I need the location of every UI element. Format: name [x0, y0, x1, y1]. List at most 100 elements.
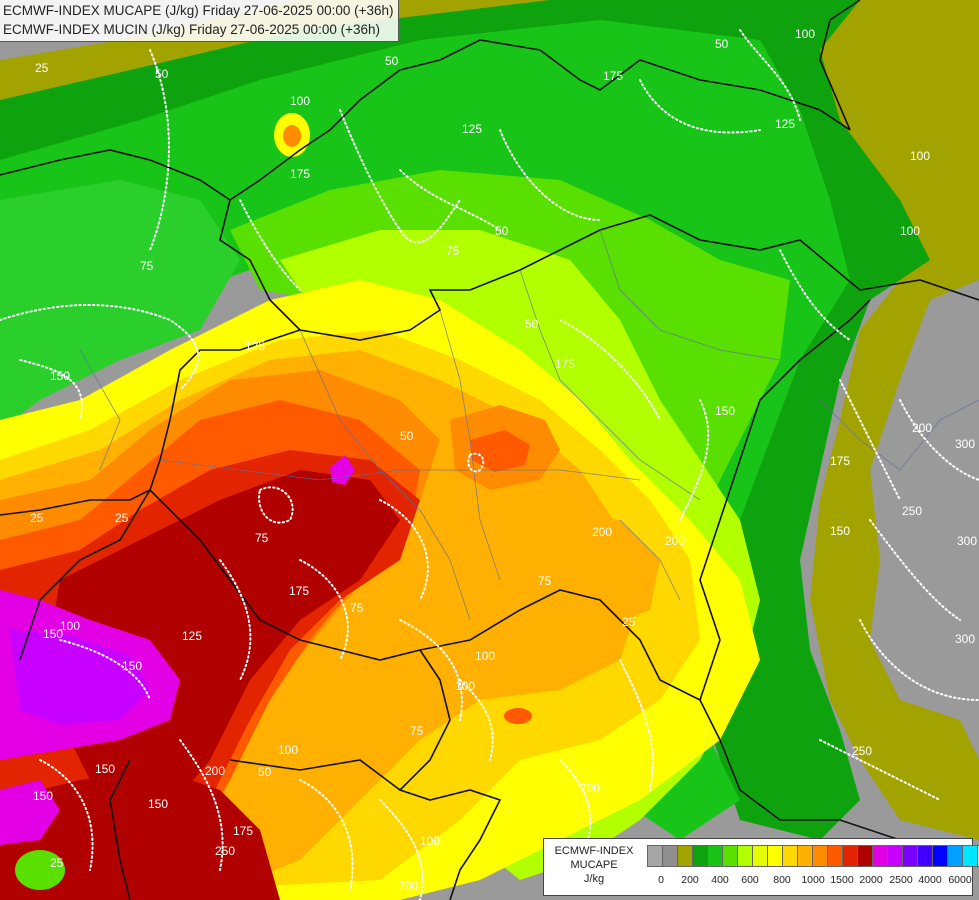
contour-label: 150 [43, 627, 63, 641]
legend-tick-label: 200 [681, 874, 699, 886]
contour-label: 150 [122, 659, 142, 673]
legend-swatch [692, 845, 708, 867]
contour-label: 125 [245, 339, 265, 353]
legend-swatch [812, 845, 828, 867]
mucin-contours [0, 29, 979, 900]
contour-label: 100 [60, 619, 80, 633]
southeast-orange-blob [560, 510, 660, 630]
contour-label: 100 [420, 834, 440, 848]
legend-swatch [647, 845, 663, 867]
contour-label: 100 [455, 679, 475, 693]
legend-tick-label: 1500 [830, 874, 854, 886]
contour-label: 75 [140, 259, 154, 273]
legend-swatch [677, 845, 693, 867]
legend-swatch [737, 845, 753, 867]
contour-label: 100 [900, 224, 920, 238]
legend-tick-label: 6000 [948, 874, 972, 886]
contour-label: 125 [182, 629, 202, 643]
contour-label: 200 [580, 781, 600, 795]
legend-swatch [767, 845, 783, 867]
contour-label: 175 [290, 167, 310, 181]
legend-tick-label: 2500 [889, 874, 913, 886]
contour-label: 300 [957, 534, 977, 548]
contour-label: 200 [592, 525, 612, 539]
contour-label: 150 [715, 404, 735, 418]
legend-tick-label: 1000 [801, 874, 825, 886]
legend-swatch [722, 845, 738, 867]
contour-label: 100 [278, 743, 298, 757]
contour-label: 75 [446, 244, 460, 258]
contour-label: 250 [902, 504, 922, 518]
contour-label: 200 [205, 764, 225, 778]
color-legend: ECMWF-INDEX MUCAPE J/kg 0 200 400 600 800 100… [543, 838, 979, 896]
contour-label: 100 [290, 94, 310, 108]
south-orange-spot [504, 708, 532, 724]
contour-label: 175 [603, 69, 623, 83]
contour-label: 250 [215, 844, 235, 858]
contour-label: 250 [852, 744, 872, 758]
legend-swatch [842, 845, 858, 867]
legend-tick-label: 4000 [918, 874, 942, 886]
contour-label: 175 [233, 824, 253, 838]
legend-swatch [902, 845, 918, 867]
contour-label: 200 [665, 534, 685, 548]
legend-swatch [977, 845, 979, 867]
west-green-zone [0, 180, 240, 430]
contour-label: 100 [910, 149, 930, 163]
southwest-green-spot [15, 850, 65, 890]
magenta-south [0, 780, 60, 845]
legend-swatch [827, 845, 843, 867]
legend-tick-label: 0 [658, 874, 664, 886]
contour-label: 150 [95, 762, 115, 776]
contour-label: 75 [538, 574, 552, 588]
contour-label: 25 [35, 61, 49, 75]
admin-lines [79, 229, 979, 621]
legend-swatch [932, 845, 948, 867]
contour-label: 50 [385, 54, 399, 68]
legend-title-param: MUCAPE [570, 859, 618, 871]
title-mucin: ECMWF-INDEX MUCIN (J/kg) Friday 27-06-20… [3, 22, 380, 37]
legend-swatch [947, 845, 963, 867]
contour-label: 75 [410, 724, 424, 738]
contour-label: 100 [795, 27, 815, 41]
legend-tick-label: 800 [773, 874, 791, 886]
legend-tick-label: 600 [741, 874, 759, 886]
contour-label: 150 [148, 797, 168, 811]
contour-label: 300 [955, 632, 975, 646]
contour-label: 125 [775, 117, 795, 131]
contour-label: 175 [289, 584, 309, 598]
contour-label: 25 [622, 615, 636, 629]
legend-swatch [857, 845, 873, 867]
contour-label: 25 [50, 856, 64, 870]
contour-label: 25 [115, 511, 129, 525]
map-title: ECMWF-INDEX MUCAPE (J/kg) Friday 27-06-2… [0, 0, 399, 42]
legend-swatch [707, 845, 723, 867]
contour-label: 50 [400, 429, 414, 443]
legend-unit: J/kg [583, 873, 605, 885]
contour-label: 50 [258, 765, 272, 779]
contour-label: 50 [495, 224, 509, 238]
contour-label: 200 [912, 421, 932, 435]
contour-label: 50 [155, 67, 169, 81]
legend-tick-label: 2000 [859, 874, 883, 886]
legend-swatch [662, 845, 678, 867]
contour-label-layer: 50 100 50 125 75 175 100 125 50 25 50 150 175 75 25 50 1… [30, 27, 977, 893]
legend-swatch [752, 845, 768, 867]
legend-swatch [782, 845, 798, 867]
legend-swatch [887, 845, 903, 867]
contour-label: 25 [30, 511, 44, 525]
contour-label: 200 [398, 879, 418, 893]
contour-label: 175 [555, 357, 575, 371]
legend-tick-labels: 0 200 400 600 800 1000 1500 2000 2500 4000 6000 [647, 874, 972, 888]
contour-label: 300 [955, 437, 975, 451]
north-cell-orange [283, 125, 301, 147]
legend-tick-label: 400 [711, 874, 729, 886]
contour-label: 175 [830, 454, 850, 468]
magenta-spot [330, 455, 355, 485]
legend-swatch [797, 845, 813, 867]
contour-label: 150 [50, 369, 70, 383]
legend-swatch [917, 845, 933, 867]
dark-green-zone [0, 0, 930, 840]
